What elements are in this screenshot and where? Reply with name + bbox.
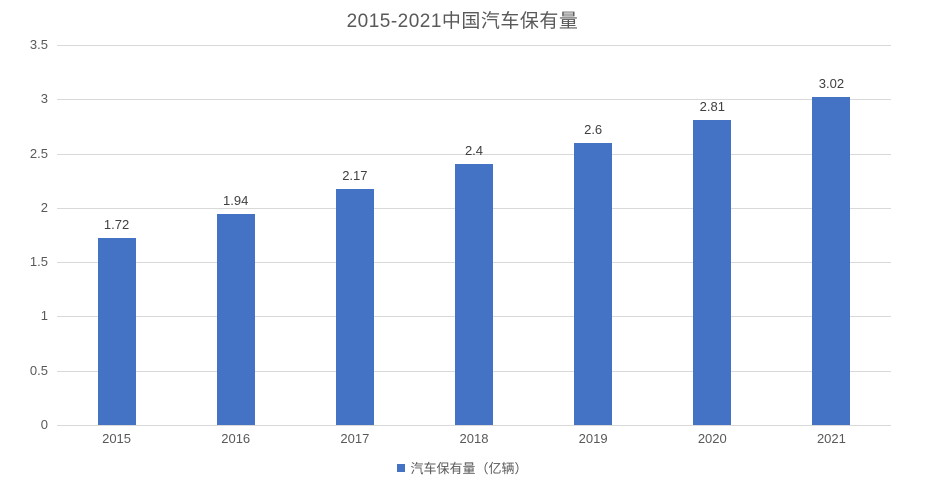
y-tick-label: 2.5 (29, 145, 48, 161)
data-label: 2.81 (699, 98, 725, 114)
bar-2017 (335, 189, 374, 425)
bar-2016 (216, 214, 255, 425)
x-tick-label: 2017 (340, 431, 370, 446)
y-tick-label: 1 (40, 308, 48, 324)
data-label: 1.72 (103, 217, 130, 233)
x-tick-label: 2016 (221, 431, 251, 446)
gridline (57, 45, 891, 46)
legend: 汽车保有量（亿辆） (0, 458, 925, 477)
y-tick-label: 0.5 (29, 362, 48, 378)
bar-2015 (97, 238, 136, 425)
bar-2018 (455, 164, 493, 425)
y-tick-label: 3.5 (29, 37, 48, 52)
legend-label: 汽车保有量（亿辆） (410, 461, 528, 476)
y-tick-label: 1.5 (29, 254, 48, 270)
bar-2021 (812, 97, 851, 425)
y-tick-label: 3 (40, 91, 48, 107)
data-label: 1.94 (223, 193, 249, 209)
x-tick-label: 2020 (697, 431, 727, 446)
x-tick-label: 2021 (816, 431, 846, 446)
gridline (57, 99, 891, 101)
x-axis-line (57, 425, 891, 426)
bar-2020 (693, 119, 732, 425)
data-label: 2.4 (464, 143, 484, 159)
x-tick-label: 2018 (459, 431, 489, 446)
x-tick-label: 2015 (102, 431, 132, 446)
gridline (57, 153, 891, 155)
y-tick-label: 0 (40, 417, 48, 432)
data-label: 2.6 (584, 121, 603, 137)
y-tick-label: 2 (40, 199, 48, 215)
legend-marker-icon (397, 463, 406, 472)
data-label: 3.02 (818, 76, 845, 92)
data-label: 2.17 (342, 168, 368, 184)
bar-2019 (574, 142, 613, 425)
x-tick-label: 2019 (578, 431, 608, 446)
chart-title: 2015-2021中国汽车保有量 (346, 11, 579, 32)
